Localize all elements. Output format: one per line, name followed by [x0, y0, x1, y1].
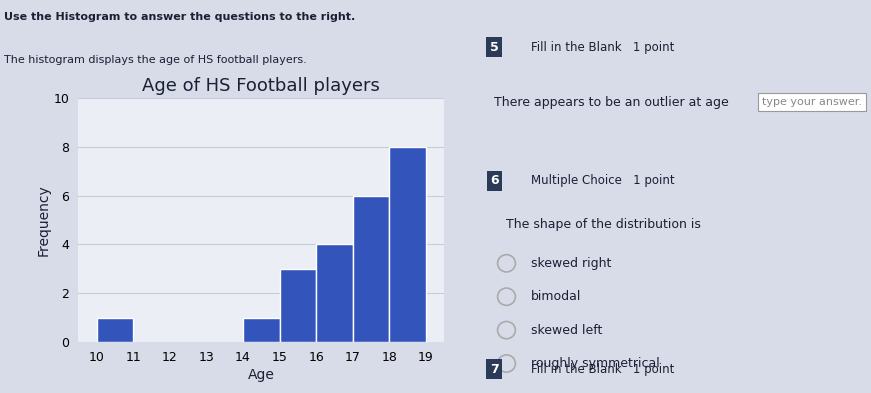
Text: skewed right: skewed right: [530, 257, 611, 270]
Text: skewed left: skewed left: [530, 323, 602, 337]
Text: Use the Histogram to answer the questions to the right.: Use the Histogram to answer the question…: [4, 12, 355, 22]
Bar: [280, 269, 316, 342]
Text: The histogram displays the age of HS football players.: The histogram displays the age of HS foo…: [4, 55, 307, 65]
Bar: [97, 318, 133, 342]
Text: 7: 7: [490, 363, 499, 376]
Text: roughly symmetrical: roughly symmetrical: [530, 357, 659, 370]
Bar: [243, 318, 280, 342]
X-axis label: Age: Age: [248, 368, 274, 382]
Bar: [316, 244, 353, 342]
Text: 5: 5: [490, 40, 499, 54]
Text: 6: 6: [490, 174, 499, 187]
Text: Multiple Choice   1 point: Multiple Choice 1 point: [530, 174, 674, 187]
Y-axis label: Frequency: Frequency: [37, 184, 51, 256]
Text: Fill in the Blank   1 point: Fill in the Blank 1 point: [530, 363, 674, 376]
Title: Age of HS Football players: Age of HS Football players: [142, 77, 381, 95]
Bar: [353, 196, 389, 342]
Text: bimodal: bimodal: [530, 290, 581, 303]
Text: Fill in the Blank   1 point: Fill in the Blank 1 point: [530, 40, 674, 54]
Text: type your answer.: type your answer.: [761, 97, 861, 107]
Text: There appears to be an outlier at age: There appears to be an outlier at age: [495, 95, 729, 109]
Text: The shape of the distribution is: The shape of the distribution is: [507, 217, 701, 231]
Bar: [389, 147, 426, 342]
